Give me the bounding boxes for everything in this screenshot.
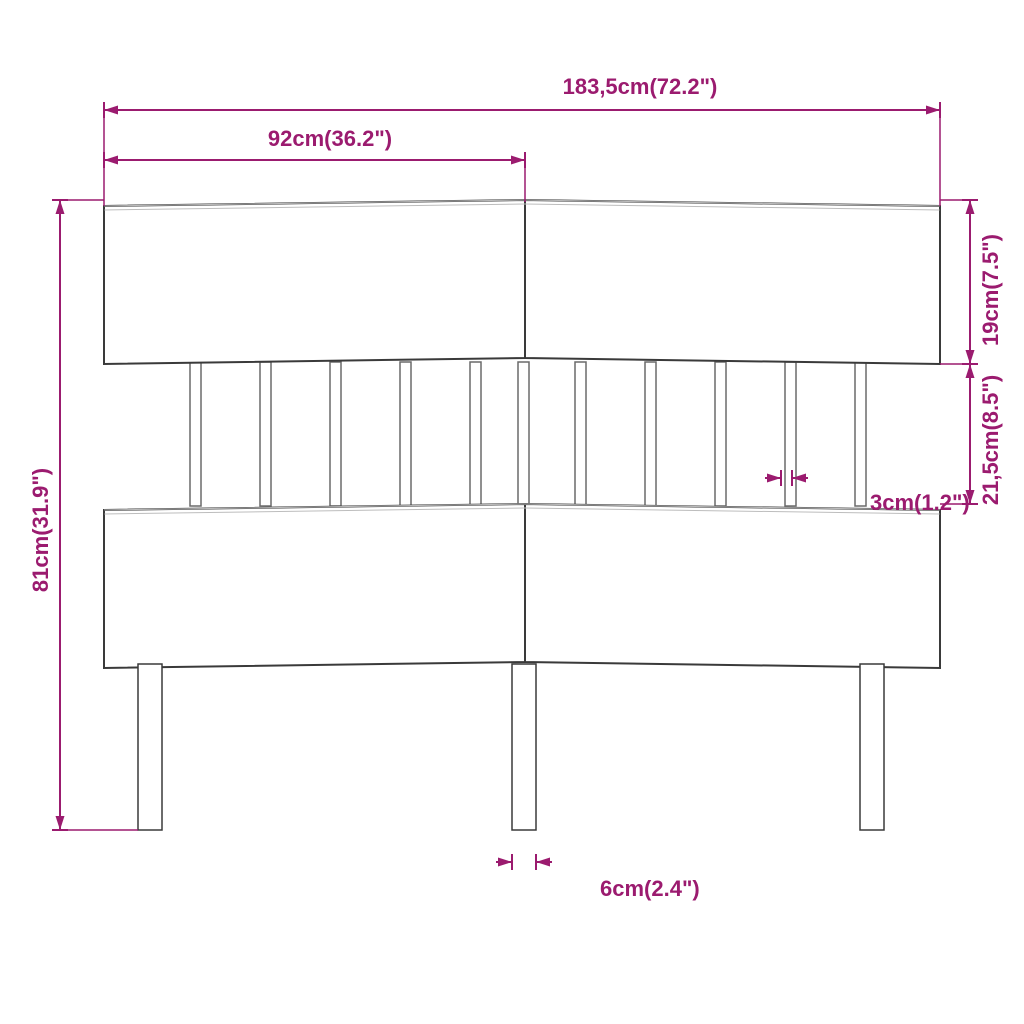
dim-panel-height: 19cm(7.5") [978,234,1003,346]
dim-half-width: 92cm(36.2") [268,126,392,151]
headboard-drawing [104,200,940,830]
dim-gap-height: 21,5cm(8.5") [978,375,1003,505]
dim-slat-width: 3cm(1.2") [870,490,970,515]
dim-leg-width: 6cm(2.4") [600,876,700,901]
dim-total-width: 183,5cm(72.2") [563,74,718,99]
dim-total-height: 81cm(31.9") [28,468,53,592]
